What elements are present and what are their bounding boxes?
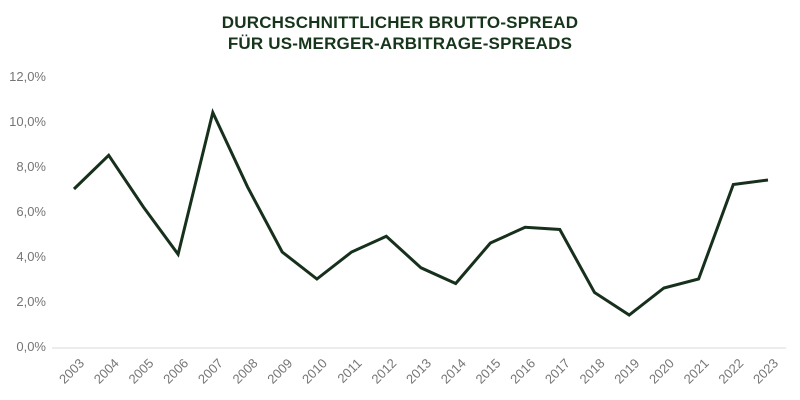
x-tick-label: 2009 bbox=[264, 356, 295, 387]
x-tick-label: 2017 bbox=[542, 356, 573, 387]
x-tick-label: 2018 bbox=[577, 356, 608, 387]
y-tick-label: 8,0% bbox=[16, 159, 46, 174]
x-tick-label: 2007 bbox=[195, 356, 226, 387]
x-tick-label: 2013 bbox=[403, 356, 434, 387]
chart-title-line1: DURCHSCHNITTLICHER BRUTTO-SPREAD bbox=[221, 13, 579, 32]
x-tick-label: 2008 bbox=[230, 356, 261, 387]
x-tick-label: 2012 bbox=[368, 356, 399, 387]
x-tick-label: 2023 bbox=[750, 356, 781, 387]
x-tick-label: 2005 bbox=[125, 356, 156, 387]
x-tick-label: 2015 bbox=[472, 356, 503, 387]
x-tick-label: 2003 bbox=[56, 356, 87, 387]
x-tick-label: 2010 bbox=[299, 356, 330, 387]
chart-title-line2: FÜR US-MERGER-ARBITRAGE-SPREADS bbox=[227, 34, 573, 53]
x-tick-label: 2016 bbox=[507, 356, 538, 387]
x-tick-label: 2004 bbox=[91, 356, 122, 387]
x-tick-label: 2014 bbox=[438, 356, 469, 387]
x-tick-label: 2022 bbox=[715, 356, 746, 387]
x-tick-label: 2021 bbox=[681, 356, 712, 387]
y-tick-label: 4,0% bbox=[16, 249, 46, 264]
y-tick-label: 2,0% bbox=[16, 294, 46, 309]
y-tick-label: 12,0% bbox=[9, 69, 46, 84]
y-tick-label: 0,0% bbox=[16, 339, 46, 354]
x-tick-label: 2019 bbox=[611, 356, 642, 387]
x-tick-label: 2020 bbox=[646, 356, 677, 387]
chart-title: DURCHSCHNITTLICHER BRUTTO-SPREAD FÜR US-… bbox=[0, 12, 800, 54]
spread-series-line bbox=[72, 108, 769, 317]
y-tick-label: 6,0% bbox=[16, 204, 46, 219]
y-tick-label: 10,0% bbox=[9, 114, 46, 129]
x-tick-label: 2011 bbox=[334, 356, 364, 386]
x-tick-label: 2006 bbox=[160, 356, 191, 387]
